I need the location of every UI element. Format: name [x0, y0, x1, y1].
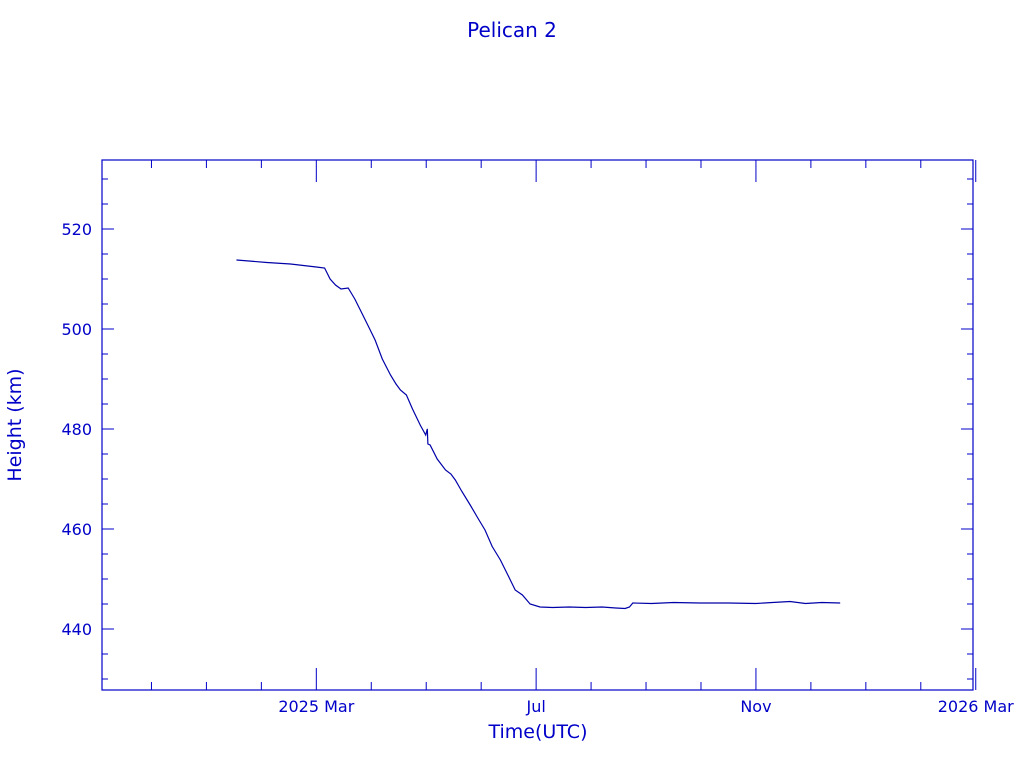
y-tick-label: 480 [61, 420, 92, 439]
data-point [335, 284, 336, 286]
y-axis-label: Height (km) [4, 368, 26, 481]
data-point [629, 606, 630, 608]
data-point [529, 603, 531, 605]
data-point [728, 602, 729, 604]
y-tick-label: 460 [61, 520, 92, 539]
data-point [426, 428, 428, 430]
y-tick-label: 440 [61, 620, 92, 639]
data-point [374, 339, 376, 341]
data-point [673, 602, 674, 603]
data-point [624, 608, 626, 609]
data-point [821, 602, 823, 603]
series-line-height [236, 259, 841, 610]
data-point [789, 601, 791, 602]
data-point [484, 529, 486, 531]
data-point [699, 602, 701, 604]
data-point [521, 594, 523, 596]
data-point [395, 383, 397, 385]
data-point [500, 559, 501, 561]
data-point [508, 576, 510, 577]
data-point [290, 263, 291, 265]
data-point [491, 546, 493, 547]
data-point [315, 266, 317, 268]
data-point [359, 309, 361, 311]
data-point [839, 602, 841, 604]
x-axis-label: Time(UTC) [488, 721, 588, 743]
x-tick-label: 2025 Mar [278, 697, 354, 716]
data-point [347, 287, 349, 289]
data-point [381, 358, 383, 360]
y-tick-label: 500 [61, 320, 92, 339]
data-point [445, 469, 446, 471]
data-point [461, 491, 463, 492]
data-point [425, 434, 427, 436]
data-point [419, 424, 421, 426]
data-point [514, 589, 516, 591]
data-point [399, 389, 401, 391]
data-point [469, 504, 471, 506]
data-point [755, 603, 757, 604]
data-point [539, 606, 541, 608]
chart-title: Pelican 2 [467, 18, 557, 42]
data-point [390, 374, 391, 376]
data-point [429, 444, 431, 446]
data-point [354, 298, 356, 300]
x-tick-label: 2026 Mar [938, 697, 1014, 716]
data-point [632, 602, 634, 604]
data-point [427, 443, 429, 445]
data-point [368, 326, 369, 327]
data-point [329, 278, 331, 280]
data-point [324, 267, 325, 269]
data-point [804, 603, 806, 604]
data-point [585, 607, 586, 608]
data-point [772, 602, 773, 603]
data-point [615, 607, 617, 609]
data-point [412, 408, 413, 410]
x-tick-label: Jul [525, 697, 545, 716]
data-point [454, 479, 456, 481]
x-tick-label: Nov [740, 697, 771, 716]
data-point [340, 288, 342, 290]
data-point [450, 473, 452, 475]
data-point [236, 259, 238, 261]
data-point [552, 607, 554, 608]
data-point [266, 262, 268, 263]
data-point [478, 518, 479, 520]
plot-frame [101, 159, 974, 691]
data-point [406, 394, 407, 396]
data-point [651, 603, 652, 604]
data-point [601, 606, 603, 608]
y-tick-label: 520 [61, 220, 92, 239]
data-point [436, 458, 438, 460]
data-point [568, 606, 570, 608]
